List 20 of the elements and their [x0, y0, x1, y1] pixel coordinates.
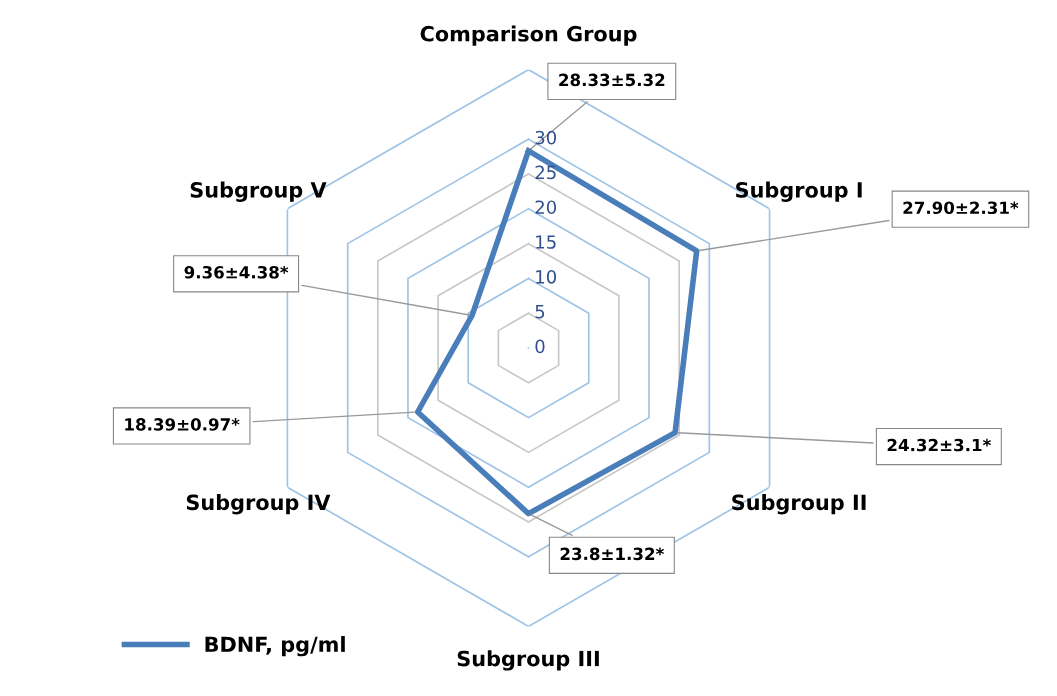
- spoke-label: Subgroup V: [190, 181, 327, 202]
- spoke-label: Subgroup II: [732, 494, 866, 515]
- legend-label: BDNF, pg/ml: [205, 636, 345, 657]
- y-tick-label: 30: [535, 130, 557, 145]
- spoke-label: Subgroup I: [736, 181, 862, 202]
- y-tick-label: 5: [535, 305, 545, 319]
- spoke-label: Subgroup III: [457, 650, 599, 671]
- y-tick-label: 25: [535, 165, 556, 180]
- data-label: 9.36±4.38*: [184, 265, 289, 279]
- data-label: 27.90±2.31*: [903, 201, 1019, 215]
- data-label: 24.32±3.1*: [887, 438, 991, 452]
- y-tick-label: 0: [535, 339, 545, 354]
- spoke-label: Subgroup IV: [186, 494, 331, 515]
- data-label: 28.33±5.32: [559, 73, 665, 87]
- data-label: 23.8±1.32*: [560, 547, 664, 561]
- y-tick-label: 20: [535, 200, 557, 215]
- spoke-label: Comparison Group: [420, 25, 637, 46]
- y-tick-label: 15: [536, 235, 556, 249]
- data-label: 18.39±0.97*: [125, 418, 240, 431]
- y-tick-label: 10: [536, 269, 557, 284]
